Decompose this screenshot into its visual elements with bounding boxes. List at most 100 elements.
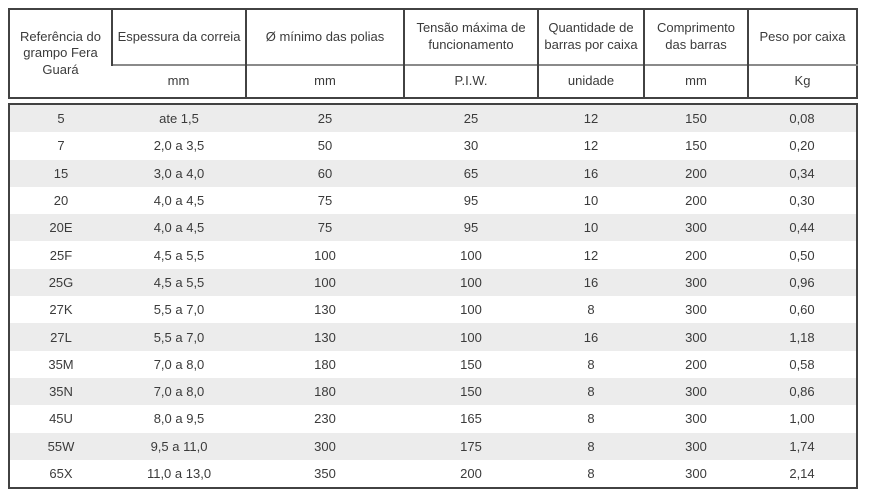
spec-table-header: Referência do grampo Fera Guará Espessur… (8, 8, 858, 99)
header-unit-row: mm mm P.I.W. unidade mm Kg (9, 64, 857, 98)
table-row: 25G 4,5 a 5,5 100 100 16 300 0,96 (9, 268, 857, 297)
table-cell: 200 (460, 466, 482, 481)
table-cell: 65 (463, 165, 479, 181)
table-cell: 130 (314, 302, 336, 318)
table-cell: 5 (57, 111, 65, 127)
table-cell: 200 (685, 165, 707, 181)
table-row: 35N 7,0 a 8,0 180 150 8 300 0,86 (9, 377, 857, 406)
table-cell: 0,30 (789, 193, 815, 209)
table-cell: 300 (685, 274, 707, 290)
table-row: 55W 9,5 a 11,0 300 175 8 300 1,74 (9, 432, 857, 460)
unit-peso-por-caixa: Kg (747, 64, 857, 98)
table-cell: 0,86 (789, 384, 815, 400)
table-cell: 50 (317, 138, 333, 154)
unit-comprimento-barras: mm (643, 64, 748, 98)
table-cell: 25 (463, 111, 479, 127)
table-row: 20E 4,0 a 4,5 75 95 10 300 0,44 (9, 214, 857, 242)
table-cell: 55W (47, 438, 75, 454)
column-header-tensao-maxima: Tensão máxima de funcionamento (403, 9, 538, 65)
table-cell: 7 (57, 138, 65, 154)
table-cell: 150 (460, 356, 482, 372)
table-cell: 300 (685, 438, 707, 454)
table-cell: 100 (460, 302, 482, 318)
table-cell: 300 (685, 411, 707, 427)
table-cell: 4,0 a 4,5 (153, 193, 205, 209)
table-cell: 100 (460, 247, 482, 263)
table-row: 15 3,0 a 4,0 60 65 16 200 0,34 (9, 159, 857, 187)
table-cell: 300 (685, 466, 707, 481)
column-header-peso-por-caixa: Peso por caixa (747, 9, 857, 65)
table-cell: 300 (685, 302, 707, 318)
table-cell: 200 (685, 356, 707, 372)
table-cell: 5,5 a 7,0 (153, 302, 205, 318)
table-cell: 4,0 a 4,5 (153, 220, 205, 236)
table-cell: 200 (685, 193, 707, 209)
table-cell: 9,5 a 11,0 (150, 438, 208, 454)
table-cell: 27K (49, 302, 73, 318)
table-cell: 300 (685, 384, 707, 400)
table-cell: 8 (587, 356, 595, 372)
table-cell: 10 (583, 193, 599, 209)
unit-diametro-minimo-polias: mm (245, 64, 404, 98)
table-row: 35M 7,0 a 8,0 180 150 8 200 0,58 (9, 350, 857, 378)
table-cell: 25G (48, 274, 74, 290)
table-cell: 45U (49, 411, 73, 427)
column-header-referencia-grampo: Referência do grampo Fera Guará (20, 28, 101, 77)
table-row: 27K 5,5 a 7,0 130 100 8 300 0,60 (9, 296, 857, 324)
table-cell: 200 (685, 247, 707, 263)
table-cell: 12 (583, 247, 599, 263)
table-cell: 12 (583, 111, 599, 127)
table-cell: 150 (460, 384, 482, 400)
table-cell: 35N (49, 384, 73, 400)
table-cell: 8 (587, 438, 595, 454)
table-cell: 1,18 (789, 329, 815, 345)
table-cell: 12 (583, 138, 599, 154)
table-row: 27L 5,5 a 7,0 130 100 16 300 1,18 (9, 323, 857, 351)
table-cell: 20 (53, 193, 69, 209)
table-cell: 0,58 (789, 356, 815, 372)
table-cell: 75 (317, 220, 333, 236)
table-cell: 7,0 a 8,0 (153, 384, 205, 400)
table-cell: 8 (587, 302, 595, 318)
table-cell: 65X (49, 466, 73, 481)
table-cell: 1,00 (789, 411, 815, 427)
table-cell: 25F (49, 247, 73, 263)
spec-table-rows: 5 ate 1,5 25 25 12 150 0,08 7 2,0 a 3,5 50 30 12 150… (9, 104, 857, 489)
table-cell: 16 (583, 329, 599, 345)
table-cell: 8 (587, 411, 595, 427)
table-cell: 100 (460, 274, 482, 290)
table-cell: 350 (314, 466, 336, 481)
header-label-row: Referência do grampo Fera Guará Espessur… (9, 9, 857, 77)
table-cell: 175 (460, 438, 482, 454)
table-cell: 3,0 a 4,0 (153, 165, 205, 181)
table-cell: 0,44 (789, 220, 815, 236)
table-cell: 16 (583, 274, 599, 290)
table-cell: 16 (583, 165, 599, 181)
table-cell: 0,96 (789, 274, 815, 290)
table-cell: 35M (48, 356, 74, 372)
table-cell: 1,74 (789, 438, 815, 454)
table-cell: 0,60 (789, 302, 815, 318)
table-cell: 100 (314, 247, 336, 263)
table-cell: 7,0 a 8,0 (153, 356, 205, 372)
table-cell: 0,20 (789, 138, 815, 154)
table-row: 7 2,0 a 3,5 50 30 12 150 0,20 (9, 132, 857, 160)
table-cell: 300 (314, 438, 336, 454)
table-cell: 300 (685, 220, 707, 236)
table-cell: 95 (463, 220, 479, 236)
table-row: 20 4,0 a 4,5 75 95 10 200 0,30 (9, 186, 857, 215)
table-cell: 20E (49, 220, 73, 236)
table-cell: 15 (53, 165, 69, 181)
column-header-comprimento-barras: Comprimento das barras (643, 9, 748, 65)
column-header-quantidade-barras: Quantidade de barras por caixa (537, 9, 644, 65)
table-cell: 165 (460, 411, 482, 427)
table-cell: 0,08 (789, 111, 815, 127)
table-cell: 75 (317, 193, 333, 209)
column-header-espessura-correia: Espessura da correia (111, 9, 246, 65)
table-cell: 60 (317, 165, 333, 181)
table-row: 5 ate 1,5 25 25 12 150 0,08 (9, 104, 857, 133)
table-cell: 300 (685, 329, 707, 345)
table-cell: 27L (50, 329, 72, 345)
table-cell: 130 (314, 329, 336, 345)
